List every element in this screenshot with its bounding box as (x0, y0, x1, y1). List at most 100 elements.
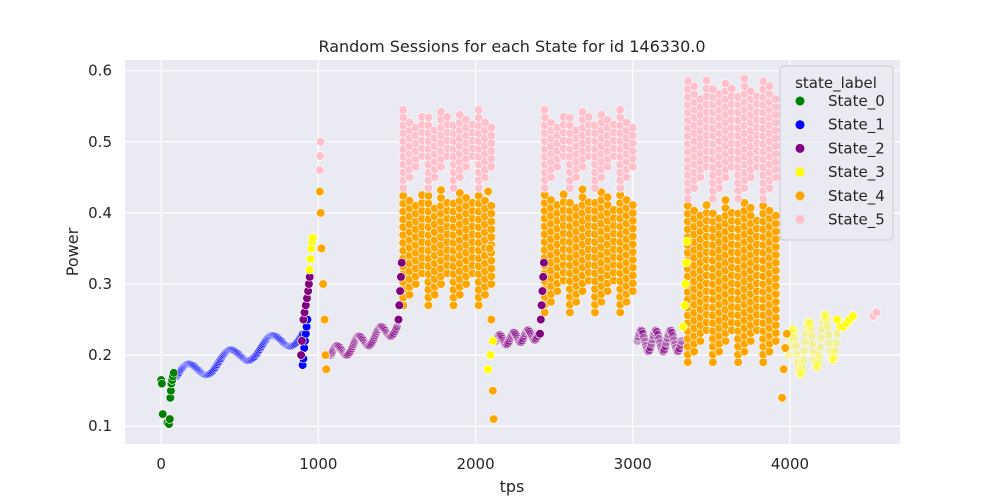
data-point (660, 344, 670, 355)
data-point (806, 324, 816, 334)
x-tick-label: 3000 (614, 455, 652, 473)
data-point (577, 107, 588, 117)
data-point (316, 208, 326, 218)
data-point (423, 300, 434, 310)
data-point (552, 286, 562, 296)
data-point (318, 279, 328, 289)
data-point (442, 112, 452, 122)
data-point (771, 242, 781, 252)
data-point (771, 219, 781, 229)
data-point (396, 272, 406, 282)
data-point (157, 379, 167, 389)
data-point (771, 94, 781, 104)
data-point (648, 330, 658, 341)
data-point (485, 243, 495, 253)
data-point (764, 81, 775, 91)
data-point (590, 307, 600, 318)
data-point (397, 258, 407, 268)
data-point (678, 322, 688, 332)
data-point (423, 191, 434, 201)
data-point (780, 343, 790, 353)
legend-entry: State_3 (828, 163, 885, 182)
data-point (546, 297, 556, 307)
legend-marker (795, 96, 805, 106)
data-point (398, 183, 408, 193)
data-point (486, 209, 496, 219)
data-point (483, 364, 493, 374)
data-point (782, 329, 792, 339)
data-point (411, 279, 421, 289)
data-point (682, 236, 692, 246)
data-point (831, 338, 841, 348)
data-point (817, 324, 827, 334)
data-point (546, 117, 556, 128)
data-point (824, 329, 834, 340)
data-point (646, 342, 656, 353)
data-point (695, 172, 706, 182)
data-point (344, 349, 354, 359)
data-point (480, 196, 490, 206)
data-point (797, 363, 807, 373)
data-point (297, 336, 307, 346)
data-point (771, 133, 781, 143)
data-point (455, 188, 465, 198)
data-point (565, 183, 575, 193)
data-point (621, 172, 632, 182)
data-point (486, 138, 496, 148)
data-point (489, 414, 499, 424)
data-point (777, 393, 787, 403)
data-point (739, 73, 750, 84)
data-point (436, 279, 446, 289)
data-point (720, 195, 731, 205)
data-point (404, 172, 415, 182)
data-point (823, 321, 833, 331)
data-point (486, 146, 496, 156)
data-point (739, 198, 750, 208)
data-point (771, 172, 781, 182)
data-point (329, 344, 339, 354)
data-point (538, 272, 548, 282)
data-point (577, 184, 588, 194)
data-point (771, 312, 781, 323)
legend: state_label State_0 State_1 State_2 State_3… (779, 65, 894, 241)
data-point (816, 333, 826, 343)
data-point (628, 162, 638, 172)
y-tick-label: 0.5 (88, 133, 112, 151)
data-point (169, 368, 179, 378)
data-point (486, 201, 496, 211)
data-point (621, 195, 632, 205)
data-point (565, 198, 575, 208)
y-tick-label: 0.2 (88, 346, 112, 364)
data-point (828, 355, 838, 365)
data-point (814, 351, 824, 361)
data-point (596, 187, 606, 197)
data-point (790, 333, 800, 343)
data-point (771, 102, 781, 112)
data-point (628, 130, 638, 140)
data-point (602, 192, 613, 202)
data-point (771, 226, 781, 236)
legend-box (779, 65, 894, 241)
data-point (596, 297, 606, 307)
data-point (681, 258, 691, 268)
data-point (571, 297, 581, 307)
data-point (395, 286, 405, 296)
data-point (683, 194, 693, 204)
data-point (315, 187, 325, 197)
data-point (727, 83, 737, 93)
data-point (739, 183, 750, 193)
data-point (746, 203, 756, 213)
data-point (848, 311, 858, 321)
data-point (758, 194, 768, 204)
data-point (536, 315, 546, 325)
data-point (596, 172, 606, 182)
data-point (689, 347, 699, 357)
data-point (651, 325, 661, 335)
data-point (455, 110, 465, 120)
data-point (628, 278, 638, 288)
data-point (733, 194, 743, 204)
data-point (461, 193, 471, 203)
data-point (822, 315, 832, 325)
legend-entry: State_1 (828, 116, 885, 135)
